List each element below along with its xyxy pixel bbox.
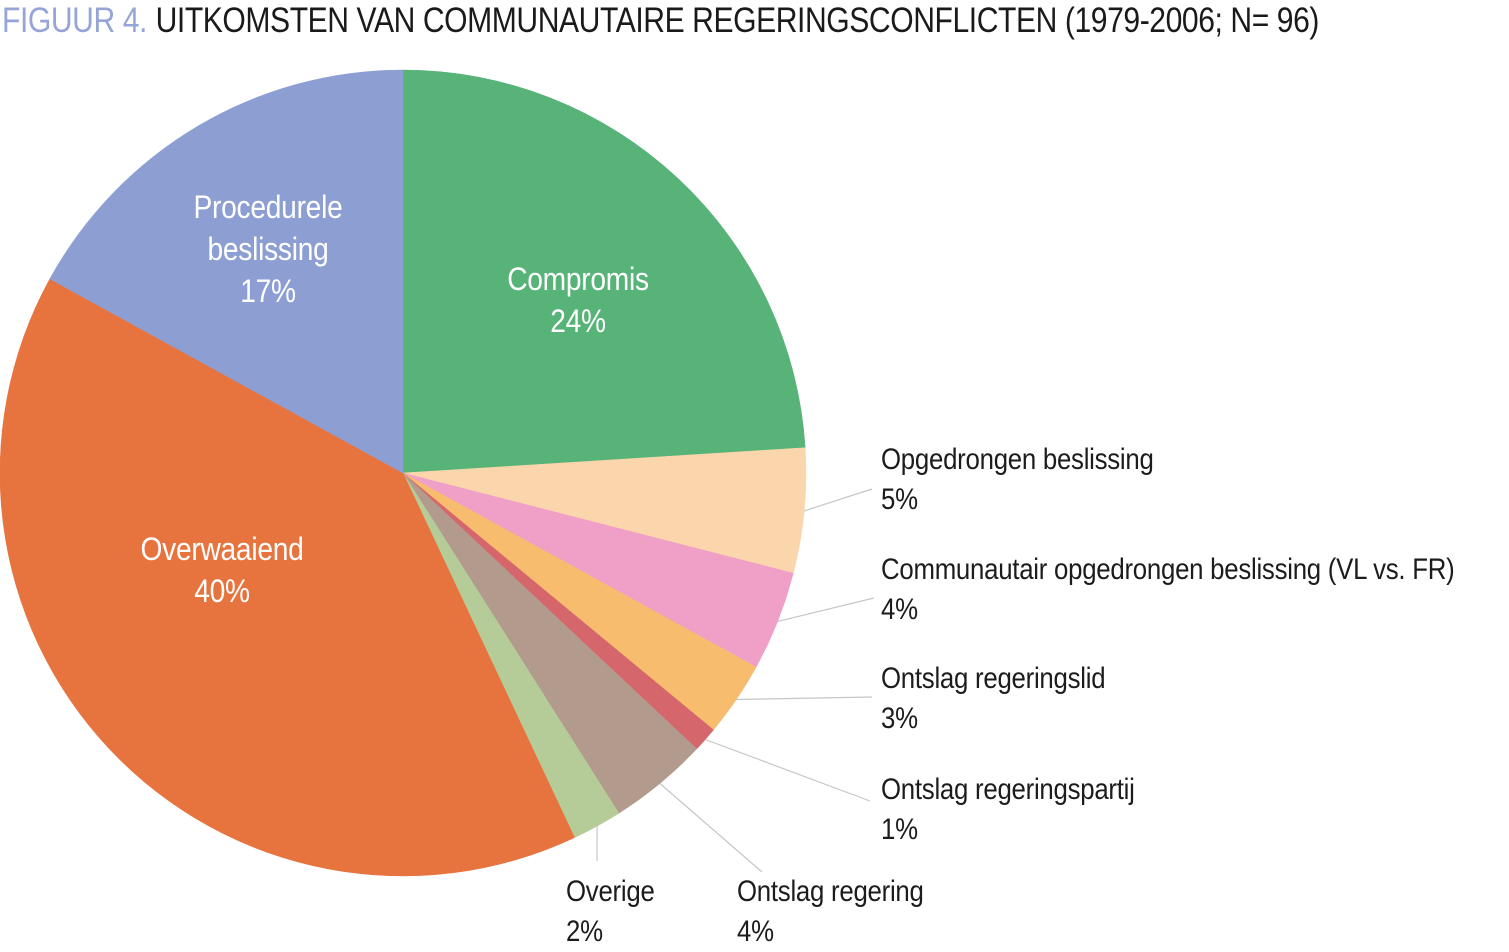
slice-percent: 3%	[881, 699, 1105, 739]
leader-line-ontslag-regering	[660, 784, 762, 873]
slice-percent: 5%	[881, 480, 1154, 520]
slice-name: Overwaaiend	[115, 528, 330, 570]
slice-name: Ontslag regeringslid	[881, 659, 1105, 699]
slice-label-procedurele-beslissing: Procedurele beslissing 17%	[154, 186, 383, 312]
slice-percent: 40%	[115, 570, 330, 612]
slice-label-overwaaiend: Overwaaiend 40%	[115, 528, 330, 612]
slice-name: Ontslag regering	[737, 872, 924, 912]
slice-percent: 17%	[154, 270, 383, 312]
callout-label-ontslag-regeringspartij: Ontslag regeringspartij 1%	[881, 770, 1135, 850]
slice-label-compromis: Compromis 24%	[472, 258, 683, 342]
slice-name: Opgedrongen beslissing	[881, 440, 1154, 480]
leader-line-ontslag-regeringslid	[736, 697, 872, 700]
slice-name: Procedurele beslissing	[154, 186, 383, 270]
callout-label-communautair-opgedrongen-beslissing: Communautair opgedrongen beslissing (VL …	[881, 550, 1454, 630]
slice-percent: 2%	[566, 912, 655, 952]
slice-percent: 24%	[472, 300, 683, 342]
slice-percent: 4%	[881, 590, 1454, 630]
callout-label-overige: Overige 2%	[566, 872, 655, 952]
slice-percent: 1%	[881, 810, 1135, 850]
slice-name: Overige	[566, 872, 655, 912]
slice-name: Compromis	[472, 258, 683, 300]
slice-name: Communautair opgedrongen beslissing (VL …	[881, 550, 1454, 590]
leader-line-communautair-opgedrongen-beslissing-vl-vs-fr	[778, 598, 874, 621]
leader-line-opgedrongen-beslissing	[804, 489, 872, 511]
callout-label-opgedrongen-beslissing: Opgedrongen beslissing 5%	[881, 440, 1154, 520]
slice-name: Ontslag regeringspartij	[881, 770, 1135, 810]
callout-label-ontslag-regeringslid: Ontslag regeringslid 3%	[881, 659, 1105, 739]
callout-label-ontslag-regering: Ontslag regering 4%	[737, 872, 924, 952]
slice-percent: 4%	[737, 912, 924, 952]
leader-line-ontslag-regeringspartij	[705, 740, 870, 802]
